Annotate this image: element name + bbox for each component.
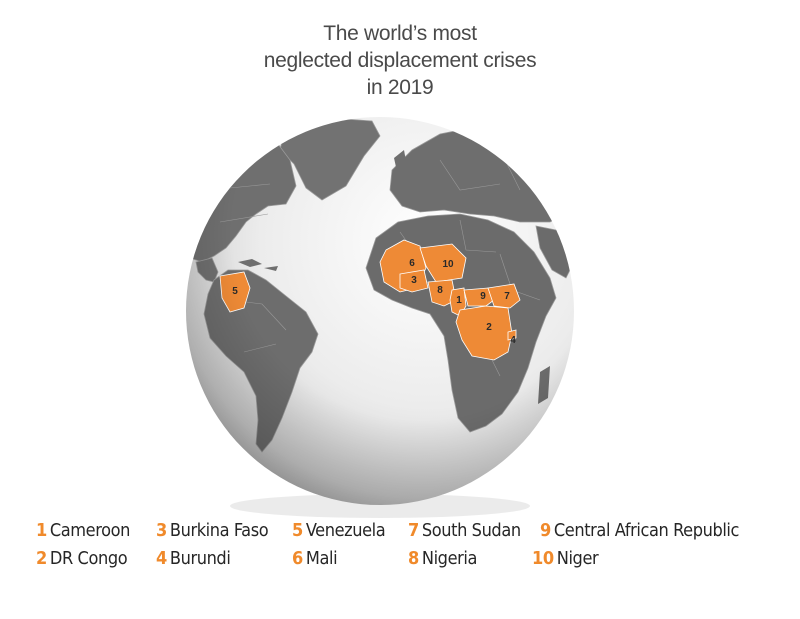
title-line-1: The world’s most bbox=[323, 22, 477, 45]
legend-item-dr-congo: 2 DR Congo bbox=[36, 548, 128, 569]
legend-item-mali: 6 Mali bbox=[292, 548, 338, 569]
map-label-4: 4 bbox=[510, 335, 516, 346]
legend-item-burundi: 4 Burundi bbox=[156, 548, 231, 569]
legend-label: Mali bbox=[305, 548, 338, 569]
legend-number: 9 bbox=[540, 520, 551, 541]
legend-label: Niger bbox=[556, 548, 599, 569]
map-label-5: 5 bbox=[232, 286, 238, 297]
map-label-6: 6 bbox=[409, 258, 415, 269]
legend-label: Burkina Faso bbox=[169, 520, 269, 541]
legend-number: 7 bbox=[408, 520, 419, 541]
legend-item-nigeria: 8 Nigeria bbox=[408, 548, 477, 569]
map-label-3: 3 bbox=[411, 275, 417, 286]
legend-number: 4 bbox=[156, 548, 167, 569]
legend-label: Central African Republic bbox=[553, 520, 740, 541]
legend-label: Nigeria bbox=[421, 548, 478, 569]
map-label-7: 7 bbox=[504, 291, 510, 302]
legend-item-cameroon: 1 Cameroon bbox=[36, 520, 130, 541]
legend-number: 1 bbox=[36, 520, 47, 541]
legend-label: South Sudan bbox=[421, 520, 521, 541]
legend-label: Cameroon bbox=[49, 520, 131, 541]
legend-item-central-african-republic: 9 Central African Republic bbox=[540, 520, 739, 541]
legend-item-burkina-faso: 3 Burkina Faso bbox=[156, 520, 269, 541]
legend-label: Venezuela bbox=[305, 520, 386, 541]
map-label-8: 8 bbox=[437, 285, 443, 296]
title-line-3: in 2019 bbox=[366, 76, 434, 99]
title-line-2: neglected displacement crises bbox=[263, 49, 537, 72]
legend-label: DR Congo bbox=[49, 548, 128, 569]
legend-number: 3 bbox=[156, 520, 167, 541]
map-label-1: 1 bbox=[456, 295, 462, 306]
map-label-2: 2 bbox=[486, 322, 492, 333]
legend-number: 6 bbox=[292, 548, 303, 569]
map-label-9: 9 bbox=[480, 291, 486, 302]
legend-number: 8 bbox=[408, 548, 419, 569]
globe-shadow bbox=[230, 494, 530, 518]
legend: 1 Cameroon 2 DR Congo 3 Burkina Faso 4 B… bbox=[0, 520, 800, 580]
legend-number: 2 bbox=[36, 548, 47, 569]
map-title: The world’s most neglected displacement … bbox=[0, 20, 800, 101]
legend-number: 5 bbox=[292, 520, 303, 541]
legend-item-niger: 10 Niger bbox=[532, 548, 599, 569]
legend-item-venezuela: 5 Venezuela bbox=[292, 520, 386, 541]
legend-item-south-sudan: 7 South Sudan bbox=[408, 520, 521, 541]
legend-number: 10 bbox=[532, 548, 554, 569]
legend-label: Burundi bbox=[169, 548, 231, 569]
globe-shading bbox=[186, 117, 574, 505]
map-label-10: 10 bbox=[442, 259, 454, 270]
